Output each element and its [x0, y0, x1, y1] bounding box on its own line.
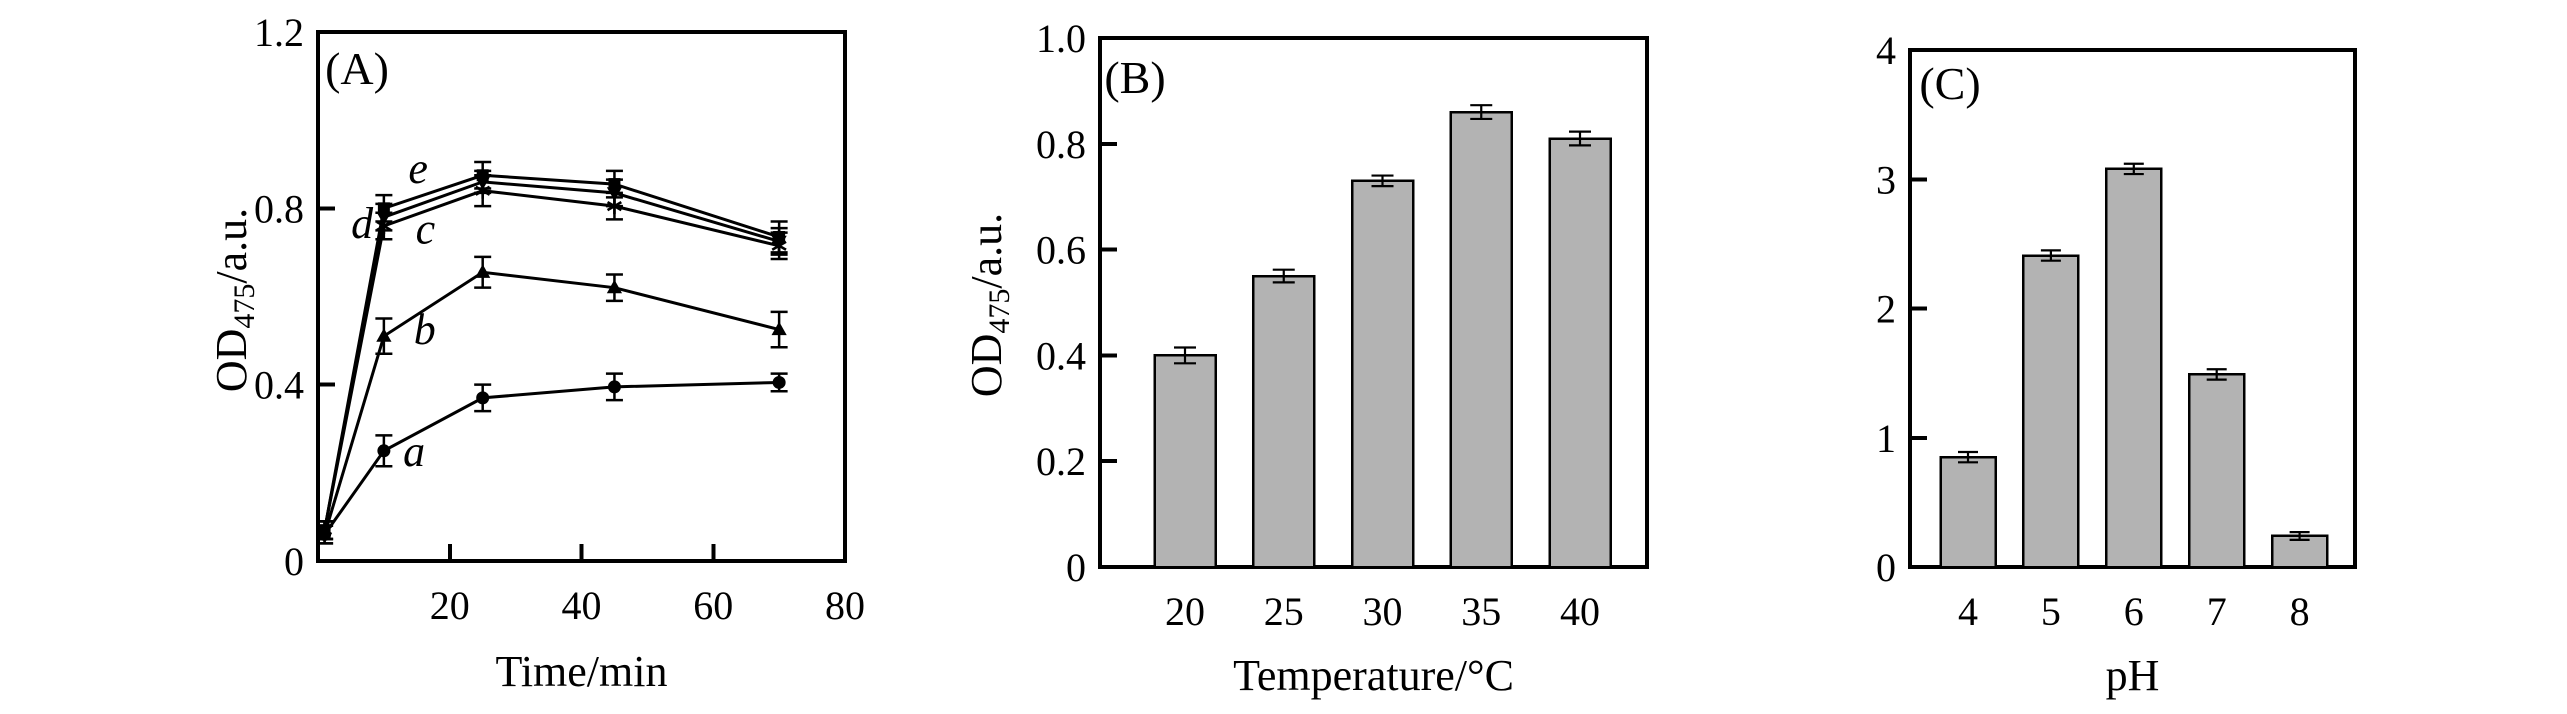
panel-b-bars: 20 25 30 35 40 — [1153, 104, 1612, 634]
series-e-letter: e — [408, 144, 428, 193]
y-tick-label: 4 — [1876, 28, 1896, 73]
y-tick-label: 1.2 — [254, 10, 304, 55]
y-tick-label: 1.0 — [1036, 16, 1086, 61]
panel-b-y-axis-title: OD475/a.u. — [962, 213, 1016, 397]
panel-b-y-axis: 0 0.2 0.4 0.6 0.8 1.0 — [1036, 16, 1117, 590]
series-a-marker — [377, 444, 391, 458]
series-d-line — [323, 180, 780, 531]
panel-a-label: (A) — [325, 43, 389, 94]
x-tick-label: 20 — [1165, 589, 1205, 634]
x-tick-label: 7 — [2207, 589, 2227, 634]
panel-c-bar-6 — [2105, 167, 2163, 569]
x-tick-label: 40 — [562, 583, 602, 628]
x-tick-label: 5 — [2041, 589, 2061, 634]
panel-a-y-axis: 0 0.4 0.8 1.2 — [254, 10, 335, 584]
series-a-marker — [772, 375, 786, 389]
panel-c-bar-5 — [2022, 254, 2080, 569]
series-e-marker — [608, 178, 621, 191]
panel-b-chart: 0 0.2 0.4 0.6 0.8 1.0 OD475/a.u. Temperature/°C… — [962, 16, 1649, 700]
series-a-marker — [476, 391, 490, 405]
series-e-marker — [773, 230, 786, 243]
y-tick-label: 1 — [1876, 416, 1896, 461]
panel-a-axes-box — [316, 30, 847, 563]
y-tick-label: 0.6 — [1036, 228, 1086, 273]
panel-c-bars: 4 5 6 7 8 — [1939, 162, 2329, 634]
series-a-letter: a — [403, 427, 425, 476]
y-tick-label: 0.2 — [1036, 439, 1086, 484]
y-tick-label: 0.4 — [1036, 333, 1086, 378]
panel-c-x-axis-title: pH — [2106, 651, 2160, 700]
y-tick-label: 3 — [1876, 157, 1896, 202]
panel-b-bar-35 — [1449, 110, 1513, 569]
x-tick-label: 25 — [1264, 589, 1304, 634]
series-b-marker — [771, 321, 787, 336]
x-tick-label: 8 — [2290, 589, 2310, 634]
panel-a-y-axis-title: OD475/a.u. — [207, 208, 261, 392]
panel-b-bar-40 — [1548, 137, 1612, 569]
series-b-letter: b — [414, 305, 436, 354]
panel-c-bar-7 — [2187, 373, 2246, 569]
panel-c-chart: 0 1 2 3 4 pH (C) 4 5 6 7 8 — [1876, 28, 2357, 700]
x-tick-label: 35 — [1461, 589, 1501, 634]
x-tick-label: 60 — [693, 583, 733, 628]
panel-a-x-axis: 20 40 60 80 — [430, 544, 865, 628]
panel-c-label: (C) — [1919, 58, 1980, 109]
y-tick-label: 0 — [284, 539, 304, 584]
panel-b-bar-20 — [1153, 354, 1217, 569]
panel-a-x-axis-title: Time/min — [496, 647, 668, 696]
series-b-line — [323, 270, 780, 535]
x-tick-label: 40 — [1560, 589, 1600, 634]
x-tick-label: 6 — [2124, 589, 2144, 634]
series-a-line — [323, 380, 780, 536]
series-a: a — [316, 372, 788, 545]
series-e-marker — [476, 169, 489, 182]
x-tick-label: 4 — [1958, 589, 1978, 634]
y-tick-label: 0.8 — [254, 186, 304, 231]
x-tick-label: 30 — [1363, 589, 1403, 634]
y-tick-label: 0 — [1876, 545, 1896, 590]
series-e: e — [316, 144, 788, 541]
panel-b-x-axis-title: Temperature/°C — [1233, 651, 1514, 700]
series-a-marker — [607, 380, 621, 394]
x-tick-label: 20 — [430, 583, 470, 628]
series-c-line — [323, 189, 780, 531]
series-b-marker — [376, 328, 392, 342]
panel-a-chart: 0 0.4 0.8 1.2 OD475/a.u. Time/min (A) 20 40 60 80 a… — [207, 10, 865, 696]
series-e-marker — [318, 524, 331, 537]
panel-b-bar-30 — [1350, 179, 1415, 569]
series-b: b — [316, 255, 788, 545]
panel-c-y-axis: 0 1 2 3 4 — [1876, 28, 1927, 590]
series-b-marker — [475, 264, 491, 278]
series-c-letter: c — [416, 205, 436, 254]
panel-b-label: (B) — [1104, 52, 1165, 103]
panel-b-bar-25 — [1252, 274, 1316, 569]
y-tick-label: 0.4 — [254, 363, 304, 408]
series-d-letter: d — [351, 199, 374, 248]
series-b-marker — [606, 279, 623, 294]
panel-c-bar-4 — [1939, 455, 1997, 569]
y-tick-label: 0.8 — [1036, 122, 1086, 167]
panel-c-bar-8 — [2270, 534, 2329, 569]
x-tick-label: 80 — [825, 583, 865, 628]
series-e-marker — [377, 202, 390, 215]
y-tick-label: 2 — [1876, 287, 1896, 332]
y-tick-label: 0 — [1066, 545, 1086, 590]
